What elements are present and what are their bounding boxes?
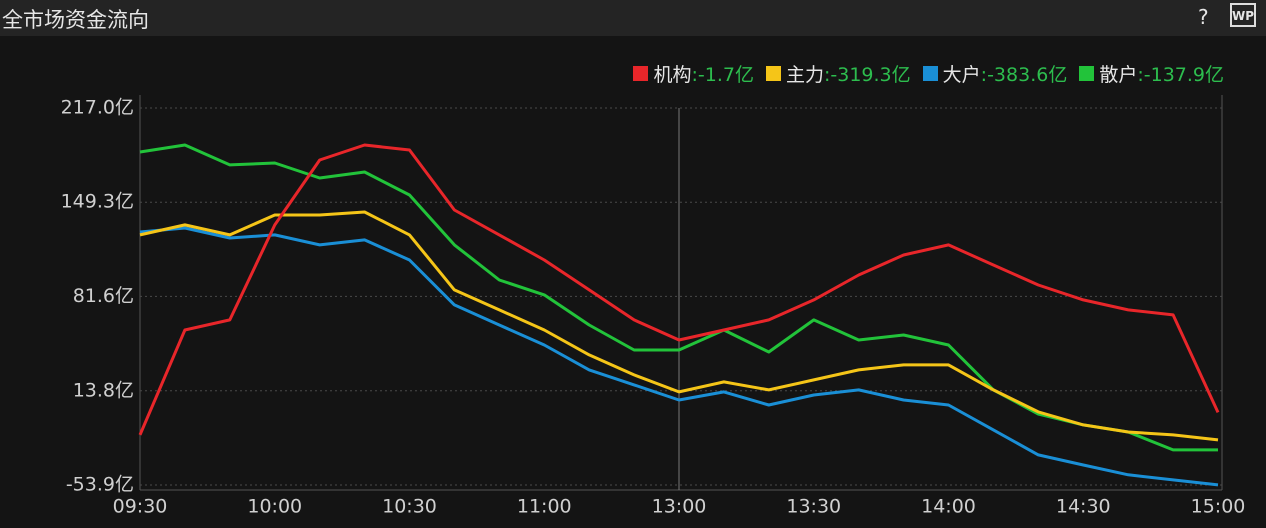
x-tick-label: 11:00 xyxy=(517,496,572,518)
legend-item: 机构:-1.7亿 xyxy=(633,60,754,87)
header: 全市场资金流向 ? WP xyxy=(0,0,1266,36)
legend-swatch xyxy=(1079,66,1095,81)
series-line xyxy=(139,210,1219,442)
legend-value: :-319.3亿 xyxy=(824,64,911,86)
icon-button[interactable]: WP xyxy=(1230,3,1256,27)
help-button[interactable]: ? xyxy=(1198,5,1209,29)
x-tick-label: 10:30 xyxy=(382,496,437,518)
legend-item: 主力:-319.3亿 xyxy=(765,60,911,87)
legend-value: :-383.6亿 xyxy=(980,64,1068,86)
legend-label: 机构 xyxy=(653,64,692,86)
x-tick-label: 09:30 xyxy=(113,496,168,518)
x-tick-label: 14:30 xyxy=(1056,496,1111,518)
legend-swatch xyxy=(922,66,938,81)
x-tick-label: 14:00 xyxy=(921,496,976,518)
legend-value: :-137.9亿 xyxy=(1137,64,1224,86)
y-tick-label: 13.8亿 xyxy=(73,379,134,401)
x-tick-label: 13:00 xyxy=(652,496,707,518)
series-line xyxy=(139,143,1218,452)
legend-value: :-1.7亿 xyxy=(691,64,754,86)
y-tick-label: -53.9亿 xyxy=(66,474,134,496)
y-tick-label: 81.6亿 xyxy=(73,285,134,307)
legend-item: 散户:-137.9亿 xyxy=(1079,60,1224,87)
x-tick-label: 10:00 xyxy=(247,496,302,518)
series-line xyxy=(139,226,1219,487)
x-tick-label: 13:30 xyxy=(786,496,841,518)
legend-item: 大户:-383.6亿 xyxy=(922,60,1068,87)
series-line xyxy=(138,143,1220,436)
x-tick-label: 15:00 xyxy=(1191,496,1246,518)
legend-swatch xyxy=(633,66,649,81)
y-tick-label: 149.3亿 xyxy=(61,191,134,213)
title: 全市场资金流向 xyxy=(2,8,149,32)
legend-label: 大户 xyxy=(942,64,981,86)
y-tick-label: 217.0亿 xyxy=(61,97,134,119)
legend: 机构:-1.7亿 主力:-319.3亿 大户:-383.6亿 散户:-137.9亿 xyxy=(633,60,1224,87)
legend-swatch xyxy=(765,66,781,81)
legend-label: 散户 xyxy=(1099,64,1138,86)
legend-label: 主力 xyxy=(785,64,824,86)
